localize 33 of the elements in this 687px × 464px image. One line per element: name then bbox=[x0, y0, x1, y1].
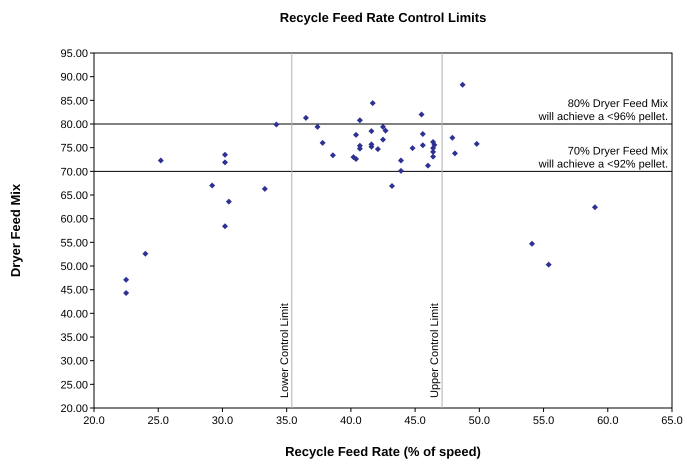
y-tick-label: 85.00 bbox=[60, 95, 88, 108]
y-tick-label: 95.00 bbox=[60, 48, 88, 60]
y-tick-label: 65.00 bbox=[60, 190, 88, 202]
x-tick-label: 40.0 bbox=[340, 415, 362, 427]
x-tick-label: 35.0 bbox=[276, 415, 298, 427]
y-axis-title: Dryer Feed Mix bbox=[8, 183, 23, 278]
x-tick-label: 60.0 bbox=[597, 415, 618, 427]
y-tick-label: 90.00 bbox=[60, 72, 88, 84]
y-tick-label: 70.00 bbox=[60, 166, 88, 178]
y-tick-label: 30.00 bbox=[60, 356, 88, 368]
y-tick-label: 35.00 bbox=[60, 332, 88, 344]
y-tick-label: 55.00 bbox=[60, 237, 88, 250]
ref-line-label: Upper Control Limit bbox=[429, 303, 442, 398]
chart-title: Recycle Feed Rate Control Limits bbox=[280, 10, 486, 25]
x-tick-label: 65.0 bbox=[661, 415, 683, 427]
y-tick-label: 75.00 bbox=[60, 142, 88, 155]
x-tick-label: 55.0 bbox=[532, 415, 554, 427]
y-tick-label: 80.00 bbox=[60, 119, 88, 131]
x-tick-label: 20.0 bbox=[83, 415, 105, 427]
y-tick-label: 45.00 bbox=[60, 284, 88, 297]
x-axis-title: Recycle Feed Rate (% of speed) bbox=[285, 444, 481, 459]
y-tick-label: 60.00 bbox=[60, 214, 88, 226]
x-tick-label: 50.0 bbox=[468, 415, 490, 427]
ref-line-label: 80% Dryer Feed Mix will achieve a <96% pellet. bbox=[538, 98, 668, 123]
y-tick-label: 20.00 bbox=[60, 403, 88, 415]
x-tick-label: 30.0 bbox=[212, 415, 234, 427]
ref-line-label: 70% Dryer Feed Mix will achieve a <92% pellet. bbox=[538, 145, 668, 170]
x-tick-label: 45.0 bbox=[404, 415, 426, 427]
y-tick-label: 40.00 bbox=[60, 308, 88, 320]
x-tick-label: 25.0 bbox=[148, 415, 169, 427]
y-tick-label: 25.00 bbox=[60, 379, 88, 392]
y-tick-label: 50.00 bbox=[60, 261, 88, 273]
ref-line-label: Lower Control Limit bbox=[278, 303, 291, 398]
